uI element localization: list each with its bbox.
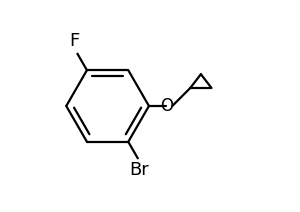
Text: F: F: [70, 32, 80, 50]
Text: O: O: [160, 97, 173, 115]
Text: Br: Br: [129, 161, 149, 179]
